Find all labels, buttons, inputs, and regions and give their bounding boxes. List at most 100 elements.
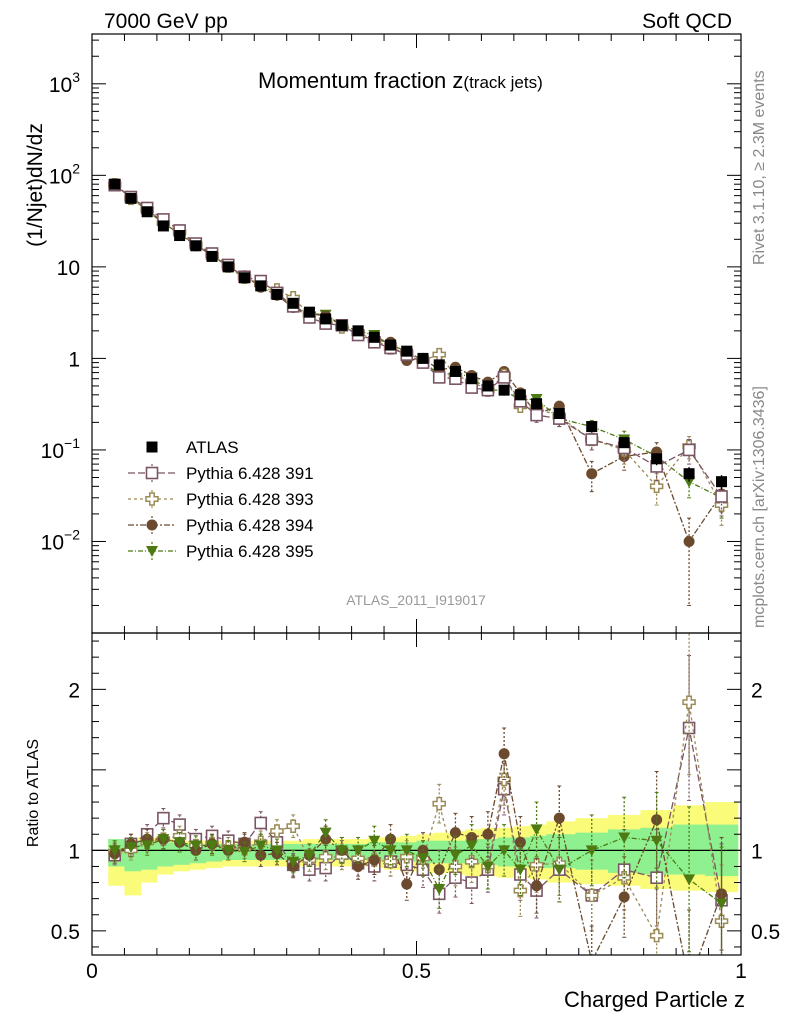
ratio-point xyxy=(238,846,251,858)
main-y-tick-label: 102 xyxy=(49,160,80,188)
main-point xyxy=(239,272,251,284)
main-point xyxy=(432,347,446,362)
main-point xyxy=(649,479,664,494)
rivet-version-label: Rivet 3.1.10, ≥ 2.3M events xyxy=(751,70,768,265)
ratio-y-tick-label-left: 0.5 xyxy=(51,921,80,944)
ratio-point xyxy=(254,840,267,852)
ratio-point xyxy=(270,845,283,857)
main-point xyxy=(683,468,695,480)
main-y-tick-exp: −1 xyxy=(64,435,80,451)
plot-title: Momentum fraction z(track jets) xyxy=(258,68,543,93)
ratio-band-inner xyxy=(156,842,174,867)
main-y-tick-base: 10 xyxy=(41,440,64,463)
main-point xyxy=(618,437,630,449)
ratio-point xyxy=(650,835,663,847)
legend: ATLAS Pythia 6.428 391 Pythia 6.428 393 Pyt… xyxy=(128,438,314,561)
ratio-point xyxy=(206,840,219,852)
ratio-point xyxy=(416,853,429,865)
ratio-point xyxy=(287,856,300,868)
ratio-point xyxy=(286,819,300,833)
main-point xyxy=(255,280,267,292)
legend-item: ATLAS xyxy=(146,438,239,457)
legend-marker xyxy=(146,546,158,557)
ratio-x-tick-label: 1 xyxy=(735,960,747,983)
main-point xyxy=(482,380,494,392)
ratio-point xyxy=(270,824,284,838)
ratio-point xyxy=(222,845,235,857)
main-x-ticks xyxy=(91,34,742,633)
main-point xyxy=(432,371,446,384)
mcplots-label: mcplots.cern.ch [arXiv:1306.3436] xyxy=(751,386,768,628)
legend-label: Pythia 6.428 395 xyxy=(186,542,314,561)
plot-title-sub: (track jets) xyxy=(463,73,542,92)
ratio-point xyxy=(352,860,364,872)
ratio-y-tick-label-right: 2 xyxy=(751,679,763,702)
main-point xyxy=(401,345,413,357)
plot-title-main: Momentum fraction z xyxy=(258,68,463,93)
analysis-label: ATLAS_2011_I919017 xyxy=(346,592,486,608)
main-point xyxy=(385,339,397,351)
ratio-point xyxy=(586,956,597,967)
ratio-point xyxy=(618,891,630,903)
ratio-band-inner xyxy=(173,843,190,865)
ratio-point xyxy=(141,840,154,852)
ratio-x-tick-label: 0 xyxy=(86,960,98,983)
ratio-point xyxy=(157,811,170,825)
ratio-x-ticks: 0 0.5 1 xyxy=(86,633,747,983)
ratio-point xyxy=(335,845,348,857)
ratio-point xyxy=(498,845,511,857)
main-point xyxy=(585,433,599,446)
ratio-point xyxy=(108,845,121,857)
ratio-point xyxy=(432,796,446,811)
ratio-point xyxy=(173,818,186,831)
main-point xyxy=(683,535,695,547)
ratio-point xyxy=(449,827,461,839)
main-y-tick-base: 10 xyxy=(49,74,72,97)
main-point xyxy=(498,384,510,396)
ratio-point xyxy=(368,835,381,847)
main-point xyxy=(586,468,598,480)
ratio-point xyxy=(303,850,316,862)
legend-label: Pythia 6.428 391 xyxy=(186,464,314,483)
main-point xyxy=(531,398,543,410)
main-point xyxy=(651,453,663,465)
ratio-point xyxy=(433,883,446,895)
process-label: Soft QCD xyxy=(642,10,732,33)
main-point xyxy=(190,240,202,252)
ratio-x-tick-label: 0.5 xyxy=(402,960,431,983)
ratio-point xyxy=(368,854,380,866)
ratio-point xyxy=(449,850,462,862)
main-point xyxy=(206,250,218,262)
energy-label: 7000 GeV pp xyxy=(104,10,228,33)
ratio-point xyxy=(498,748,510,760)
ratio-point xyxy=(514,836,526,848)
main-point xyxy=(174,230,186,242)
ratio-band-inner xyxy=(672,824,706,875)
ratio-y-axis-label: Ratio to ATLAS xyxy=(25,739,42,847)
ratio-point xyxy=(189,840,202,852)
main-point xyxy=(683,476,696,488)
main-point xyxy=(271,288,283,300)
ratio-point xyxy=(513,883,528,898)
legend-item: Pythia 6.428 394 xyxy=(128,516,314,535)
ratio-point xyxy=(585,845,598,857)
ratio-y-ticks: 0.5 0.5 1 1 2 2 xyxy=(51,640,780,948)
ratio-panel: Ratio to ATLAS 0.5 0.51 12 2 0 0.5 1 Charged … xyxy=(25,632,780,1012)
ratio-y-tick-label-left: 1 xyxy=(68,840,80,863)
main-y-tick-base: 10 xyxy=(41,531,64,554)
ratio-point xyxy=(124,842,137,854)
ratio-band-inner xyxy=(481,839,499,865)
ratio-y-tick-label-right: 1 xyxy=(751,840,763,863)
main-y-tick-label: 103 xyxy=(49,69,80,97)
main-y-tick-label: 10 xyxy=(57,257,80,280)
main-series xyxy=(107,177,729,606)
legend-marker xyxy=(146,441,158,453)
ratio-point xyxy=(448,859,463,874)
ratio-series-p393 xyxy=(107,633,729,955)
ratio-panel-frame xyxy=(91,632,742,956)
ratio-point xyxy=(481,861,494,873)
ratio-point xyxy=(529,858,544,872)
ratio-y-tick-label-right: 0.5 xyxy=(751,921,780,944)
main-point xyxy=(553,408,565,420)
